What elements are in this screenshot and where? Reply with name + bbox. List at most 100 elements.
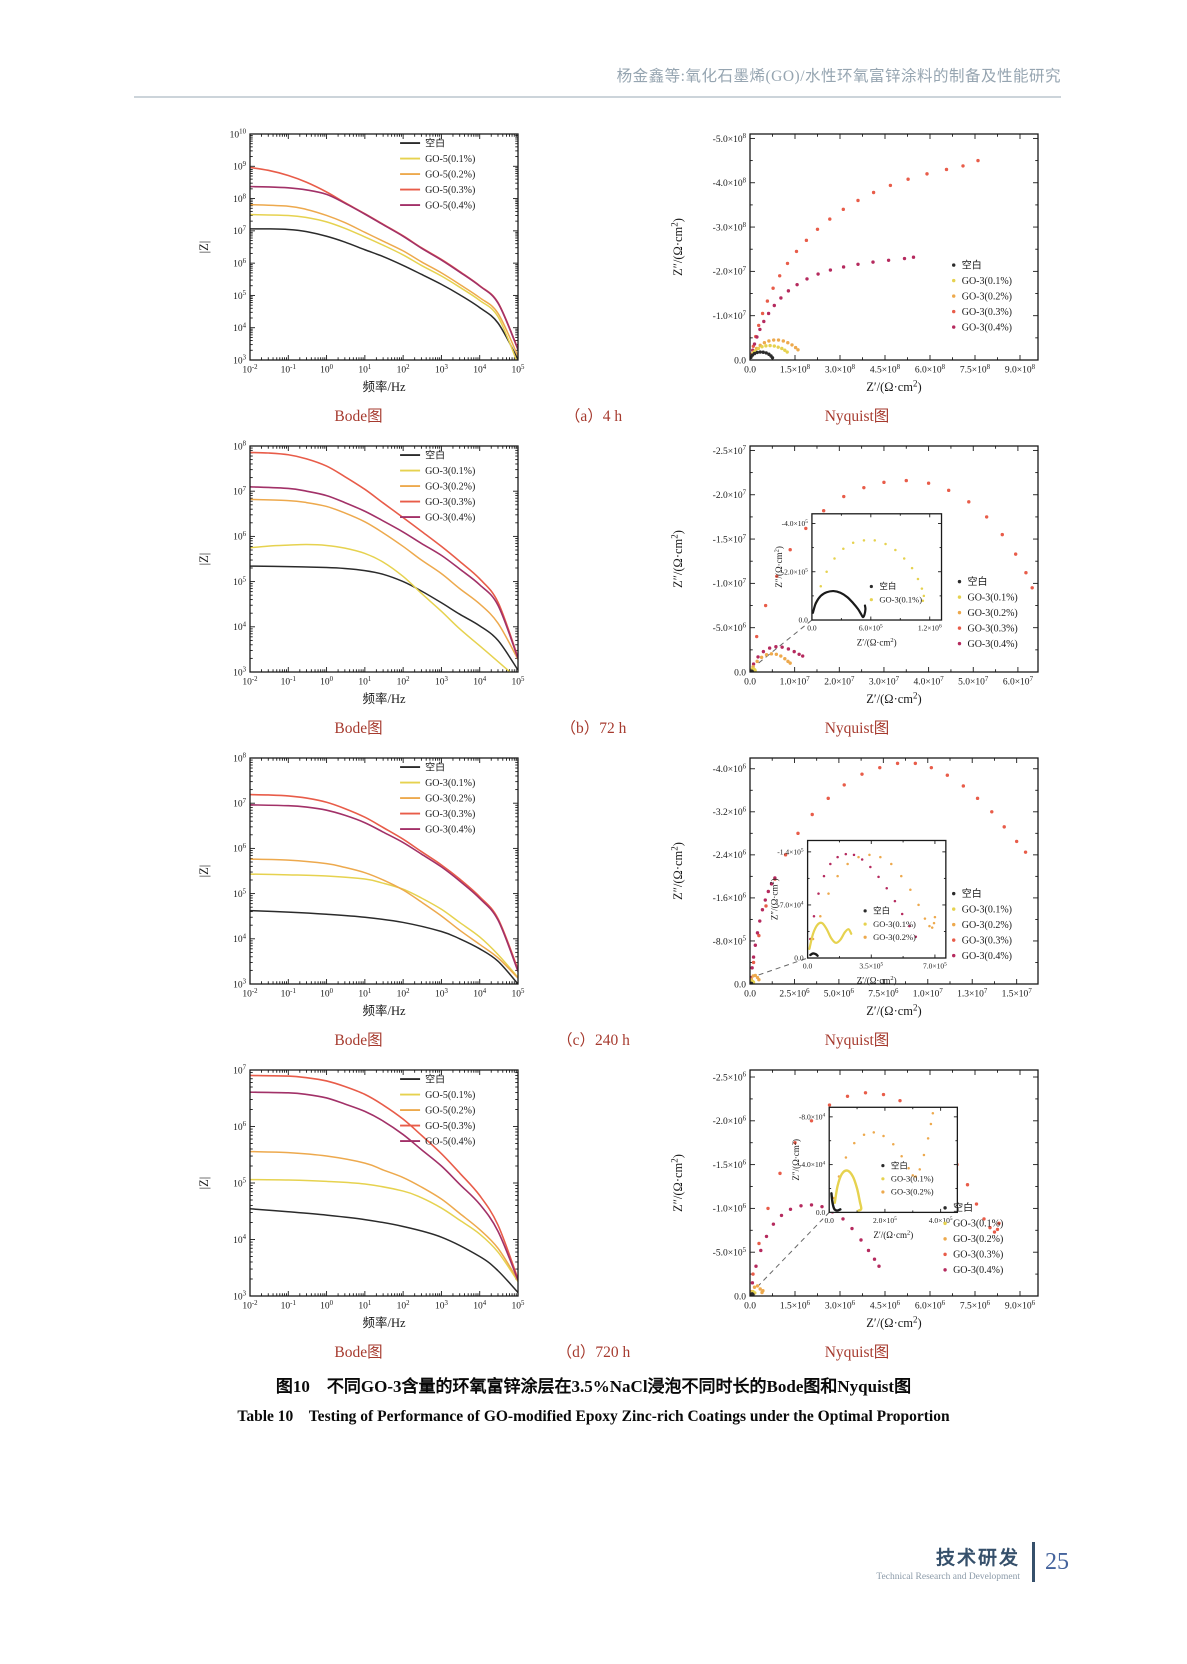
svg-text:-1.0×107: -1.0×107 bbox=[713, 578, 747, 590]
svg-text:GO-3(0.3%): GO-3(0.3%) bbox=[425, 497, 475, 508]
svg-text:GO-3(0.2%): GO-3(0.2%) bbox=[891, 1187, 934, 1197]
svg-text:0.0: 0.0 bbox=[825, 1216, 835, 1225]
svg-text:106: 106 bbox=[233, 258, 247, 270]
svg-text:0.0: 0.0 bbox=[734, 356, 746, 366]
svg-text:-2.0×107: -2.0×107 bbox=[713, 266, 747, 278]
svg-text:103: 103 bbox=[435, 364, 449, 376]
bode-chart-4h: 10-2 10-1 100 101 102 103 104 105 103 104 105 106 10… bbox=[197, 129, 525, 394]
bode-caption-c: Bode图 bbox=[334, 1032, 383, 1049]
svg-text:100: 100 bbox=[320, 988, 334, 1000]
svg-text:-1.0×107: -1.0×107 bbox=[713, 310, 747, 322]
svg-text:-5.0×106: -5.0×106 bbox=[713, 622, 747, 634]
time-label-d: （d）720 h bbox=[556, 1344, 631, 1361]
svg-text:102: 102 bbox=[397, 1300, 411, 1312]
svg-text:GO-3(0.3%): GO-3(0.3%) bbox=[962, 307, 1012, 318]
svg-text:9.0×108: 9.0×108 bbox=[1005, 364, 1036, 376]
svg-text:GO-3(0.3%): GO-3(0.3%) bbox=[967, 623, 1017, 634]
svg-text:GO-3(0.2%): GO-3(0.2%) bbox=[953, 1234, 1003, 1245]
page-footer: 技术研发 Technical Research and Development … bbox=[876, 1542, 1069, 1582]
svg-text:Z′/(Ω·cm2): Z′/(Ω·cm2) bbox=[857, 637, 897, 647]
figure-caption-cn: 图10 不同GO-3含量的环氧富锌涂层在3.5%NaCl浸泡不同时长的Bode图… bbox=[275, 1377, 912, 1396]
svg-text:|Z|: |Z| bbox=[197, 553, 211, 566]
svg-text:103: 103 bbox=[435, 676, 449, 688]
svg-text:空白: 空白 bbox=[425, 1072, 445, 1085]
svg-text:100: 100 bbox=[320, 364, 334, 376]
svg-text:GO-3(0.3%): GO-3(0.3%) bbox=[953, 1250, 1003, 1261]
svg-text:106: 106 bbox=[233, 1121, 247, 1133]
svg-text:101: 101 bbox=[358, 364, 371, 376]
caption-row-a: Bode图 （a）4 h Nyquist图 bbox=[186, 404, 1058, 426]
svg-text:105: 105 bbox=[233, 888, 247, 900]
svg-text:Z″/(Ω·cm2): Z″/(Ω·cm2) bbox=[669, 1154, 685, 1212]
svg-text:5.0×106: 5.0×106 bbox=[824, 988, 855, 1000]
svg-text:Z″/(Ω·cm2): Z″/(Ω·cm2) bbox=[769, 878, 779, 920]
svg-text:103: 103 bbox=[233, 1291, 247, 1303]
svg-text:107: 107 bbox=[233, 486, 247, 498]
svg-text:GO-3(0.4%): GO-3(0.4%) bbox=[967, 639, 1017, 650]
nyquist-caption-c: Nyquist图 bbox=[824, 1032, 890, 1049]
svg-text:GO-3(0.4%): GO-3(0.4%) bbox=[425, 512, 475, 523]
bode-caption-a: Bode图 bbox=[334, 408, 383, 425]
svg-text:Z″/(Ω·cm2): Z″/(Ω·cm2) bbox=[774, 546, 784, 588]
bode-caption-d: Bode图 bbox=[334, 1344, 383, 1361]
svg-text:GO-3(0.3%): GO-3(0.3%) bbox=[425, 809, 475, 820]
svg-text:101: 101 bbox=[358, 676, 371, 688]
svg-text:-7.0×104: -7.0×104 bbox=[777, 901, 804, 910]
svg-text:空白: 空白 bbox=[425, 448, 445, 461]
svg-text:GO-3(0.1%): GO-3(0.1%) bbox=[425, 778, 475, 789]
svg-text:105: 105 bbox=[512, 1300, 526, 1312]
figure-content: 10-2 10-1 100 101 102 103 104 105 103 104 105 106 10… bbox=[186, 124, 1058, 1362]
nyquist-chart-720h: 0.0 1.5×106 3.0×106 4.5×106 6.0×106 7.5×106 9.… bbox=[669, 1069, 1039, 1330]
svg-text:100: 100 bbox=[320, 676, 334, 688]
svg-text:1.5×108: 1.5×108 bbox=[780, 364, 811, 376]
svg-text:105: 105 bbox=[233, 1178, 247, 1190]
svg-text:GO-3(0.4%): GO-3(0.4%) bbox=[962, 322, 1012, 333]
svg-text:GO-3(0.2%): GO-3(0.2%) bbox=[962, 291, 1012, 302]
svg-text:Z′/(Ω·cm2): Z′/(Ω·cm2) bbox=[866, 690, 921, 706]
svg-text:GO-3(0.4%): GO-3(0.4%) bbox=[962, 951, 1012, 962]
svg-text:-2.5×107: -2.5×107 bbox=[713, 445, 747, 457]
svg-text:GO-3(0.1%): GO-3(0.1%) bbox=[967, 592, 1017, 603]
svg-text:GO-5(0.3%): GO-5(0.3%) bbox=[425, 185, 475, 196]
svg-text:GO-3(0.4%): GO-3(0.4%) bbox=[953, 1265, 1003, 1276]
svg-text:6.0×106: 6.0×106 bbox=[915, 1300, 946, 1312]
svg-text:103: 103 bbox=[233, 355, 247, 367]
svg-text:-2.4×106: -2.4×106 bbox=[713, 850, 747, 862]
svg-text:10-1: 10-1 bbox=[281, 988, 296, 1000]
svg-text:频率/Hz: 频率/Hz bbox=[362, 691, 406, 706]
caption-row-c: Bode图 （c）240 h Nyquist图 bbox=[186, 1028, 1058, 1050]
svg-text:104: 104 bbox=[473, 676, 487, 688]
svg-text:GO-5(0.1%): GO-5(0.1%) bbox=[425, 154, 475, 165]
svg-text:4.5×106: 4.5×106 bbox=[870, 1300, 901, 1312]
svg-text:Z″/(Ω·cm2): Z″/(Ω·cm2) bbox=[669, 218, 685, 276]
nyquist-chart-240h: 0.0 2.5×106 5.0×106 7.5×106 1.0×107 1.3×107 1.… bbox=[669, 757, 1039, 1018]
svg-text:GO-5(0.3%): GO-5(0.3%) bbox=[425, 1121, 475, 1132]
nyquist-chart-4h: 0.0 1.5×108 3.0×108 4.5×108 6.0×108 7.5×108 9.… bbox=[669, 133, 1039, 394]
svg-text:104: 104 bbox=[473, 988, 487, 1000]
svg-text:频率/Hz: 频率/Hz bbox=[362, 1315, 406, 1330]
bode-chart-72h: 10-2 10-1 100 101 102 103 104 105 103 104 105 106 10… bbox=[197, 441, 525, 706]
svg-text:-1.6×106: -1.6×106 bbox=[713, 893, 747, 905]
svg-text:104: 104 bbox=[473, 364, 487, 376]
svg-text:GO-3(0.1%): GO-3(0.1%) bbox=[425, 466, 475, 477]
svg-text:3.0×108: 3.0×108 bbox=[825, 364, 856, 376]
svg-text:-2.0×107: -2.0×107 bbox=[713, 489, 747, 501]
caption-row-d: Bode图 （d）720 h Nyquist图 bbox=[186, 1340, 1058, 1362]
svg-text:GO-3(0.2%): GO-3(0.2%) bbox=[425, 481, 475, 492]
nyquist-caption-d: Nyquist图 bbox=[824, 1344, 890, 1361]
svg-text:105: 105 bbox=[233, 576, 247, 588]
svg-text:10-2: 10-2 bbox=[242, 988, 258, 1000]
svg-text:GO-3(0.1%): GO-3(0.1%) bbox=[962, 276, 1012, 287]
svg-text:|Z|: |Z| bbox=[197, 1177, 211, 1190]
svg-text:空白: 空白 bbox=[953, 1201, 973, 1214]
svg-text:|Z|: |Z| bbox=[197, 865, 211, 878]
svg-text:Z″/(Ω·cm2): Z″/(Ω·cm2) bbox=[791, 1139, 801, 1181]
svg-text:GO-3(0.2%): GO-3(0.2%) bbox=[873, 932, 916, 942]
svg-text:1.5×107: 1.5×107 bbox=[1002, 988, 1033, 1000]
svg-text:1.0×107: 1.0×107 bbox=[913, 988, 944, 1000]
svg-text:GO-3(0.2%): GO-3(0.2%) bbox=[425, 793, 475, 804]
svg-text:GO-3(0.2%): GO-3(0.2%) bbox=[962, 920, 1012, 931]
svg-text:106: 106 bbox=[233, 843, 247, 855]
svg-text:空白: 空白 bbox=[891, 1160, 908, 1170]
svg-text:Z′/(Ω·cm2): Z′/(Ω·cm2) bbox=[866, 1314, 921, 1330]
